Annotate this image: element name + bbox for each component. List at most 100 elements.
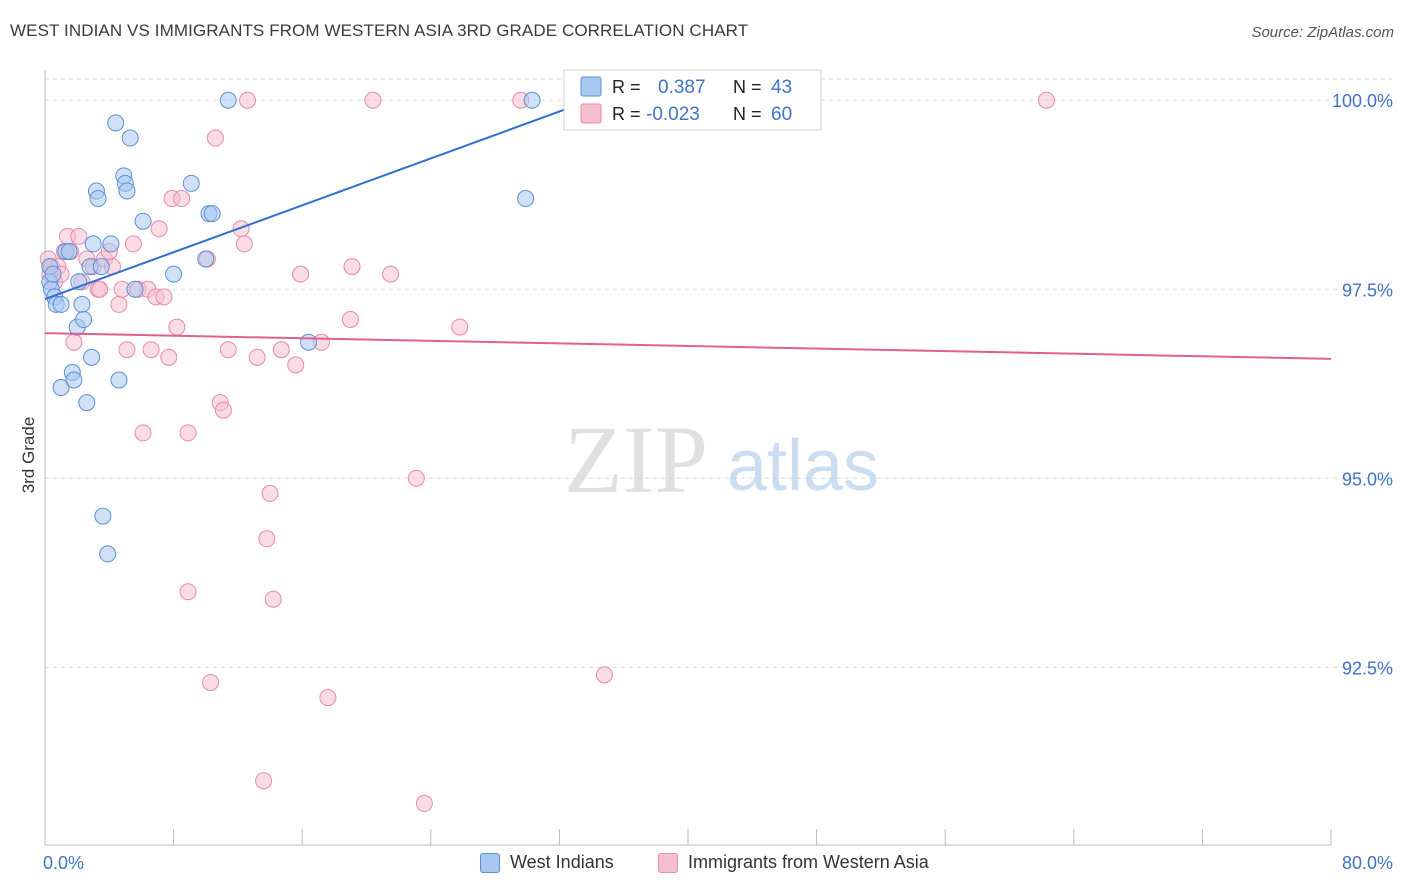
data-point-immigrants [407,469,425,487]
data-point-immigrants [364,91,382,109]
trend-line-immigrants [44,332,1332,360]
data-point-immigrants [91,280,109,298]
data-point-west-indians [134,212,152,230]
chart-title: WEST INDIAN VS IMMIGRANTS FROM WESTERN A… [10,21,749,40]
legend-n-value-pink: 60 [771,104,792,125]
data-point-west-indians [94,507,112,525]
legend-swatch-blue [580,76,602,97]
data-point-immigrants [272,341,290,359]
data-point-immigrants [179,424,197,442]
y-axis-label: 3rd Grade [19,417,38,494]
data-point-immigrants [287,356,305,374]
legend-label-immigrants: Immigrants from Western Asia [688,852,929,872]
watermark-zip: ZIP [564,406,708,513]
y-tick-label: 95.0% [1342,469,1393,489]
trend-line-west-indians [44,84,633,301]
data-point-immigrants [258,530,276,548]
data-point-west-indians [44,265,62,283]
data-point-immigrants [65,333,83,351]
axes [44,70,1332,846]
y-tick-label: 100.0% [1332,91,1393,111]
data-point-west-indians [84,235,102,253]
data-point-immigrants [110,295,128,313]
data-point-immigrants [341,311,359,329]
data-point-west-indians [52,379,70,397]
data-point-immigrants [415,794,433,812]
data-point-immigrants [142,341,160,359]
data-point-west-indians [517,190,535,208]
data-point-immigrants [595,666,613,684]
legend-item-west-indians: West Indians [480,852,614,873]
tick-labels: 100.0% 97.5% 95.0% 92.5% 0.0% 80.0% [43,91,1393,873]
data-point-west-indians [78,394,96,412]
data-point-west-indians [60,242,78,260]
data-point-west-indians [102,235,120,253]
data-point-west-indians [89,190,107,208]
legend-r-value-pink: -0.023 [646,104,700,125]
data-point-immigrants [343,258,361,276]
data-point-immigrants [382,265,400,283]
data-point-immigrants [292,265,310,283]
data-point-immigrants [1037,91,1055,109]
data-point-west-indians [300,333,318,351]
data-point-immigrants [168,318,186,336]
legend-n-label-pink: N = [733,104,762,124]
data-point-immigrants [261,484,279,502]
data-point-west-indians [182,174,200,192]
data-point-west-indians [118,182,136,200]
x-tick-label: 80.0% [1342,853,1393,873]
data-point-immigrants [235,235,253,253]
data-point-west-indians [83,348,101,366]
data-point-immigrants [214,401,232,419]
legend-r-label-blue: R = [612,77,641,97]
legend-swatch-immigrants [658,852,678,873]
data-point-immigrants [173,190,191,208]
data-point-west-indians [75,311,93,329]
x-tick-label: 0.0% [43,853,84,873]
data-point-immigrants [150,220,168,238]
legend-n-value-blue: 43 [771,77,792,98]
data-point-immigrants [160,348,178,366]
data-point-immigrants [219,341,237,359]
data-point-immigrants [248,348,266,366]
data-point-west-indians [52,295,70,313]
data-point-west-indians [121,129,139,147]
legend-swatch-west-indians [480,852,500,873]
y-tick-label: 92.5% [1342,658,1393,678]
legend-r-value-blue: 0.387 [658,77,706,98]
data-point-immigrants [255,772,273,790]
data-point-west-indians [165,265,183,283]
legend-n-label-blue: N = [733,77,762,97]
data-point-west-indians [203,205,221,223]
data-point-immigrants [118,341,136,359]
data-point-west-indians [107,114,125,132]
legend-label-west-indians: West Indians [510,852,614,872]
data-point-immigrants [134,424,152,442]
watermark-atlas: atlas [727,426,879,506]
series-immigrants-points [39,91,1055,812]
data-point-west-indians [110,371,128,389]
bottom-legend: West Indians Immigrants from Western Asi… [0,852,1406,878]
data-point-immigrants [319,689,337,707]
data-point-west-indians [219,91,237,109]
legend-item-immigrants: Immigrants from Western Asia [658,852,929,873]
data-point-immigrants [155,288,173,306]
data-point-west-indians [197,250,215,268]
data-point-immigrants [451,318,469,336]
legend-swatch-pink [580,103,602,124]
source-label: Source: ZipAtlas.com [1251,24,1394,41]
data-point-west-indians [523,91,541,109]
data-point-immigrants [202,673,220,691]
stats-legend: R = 0.387 N = 43 R = -0.023 N = 60 [563,69,822,131]
y-tick-label: 97.5% [1342,280,1393,300]
data-point-west-indians [92,258,110,276]
trend-lines [44,84,1332,360]
data-point-west-indians [73,295,91,313]
series-west-indians-points [41,91,541,563]
data-point-immigrants [264,590,282,608]
data-point-immigrants [179,583,197,601]
data-point-west-indians [65,371,83,389]
data-point-west-indians [126,280,144,298]
data-point-immigrants [206,129,224,147]
